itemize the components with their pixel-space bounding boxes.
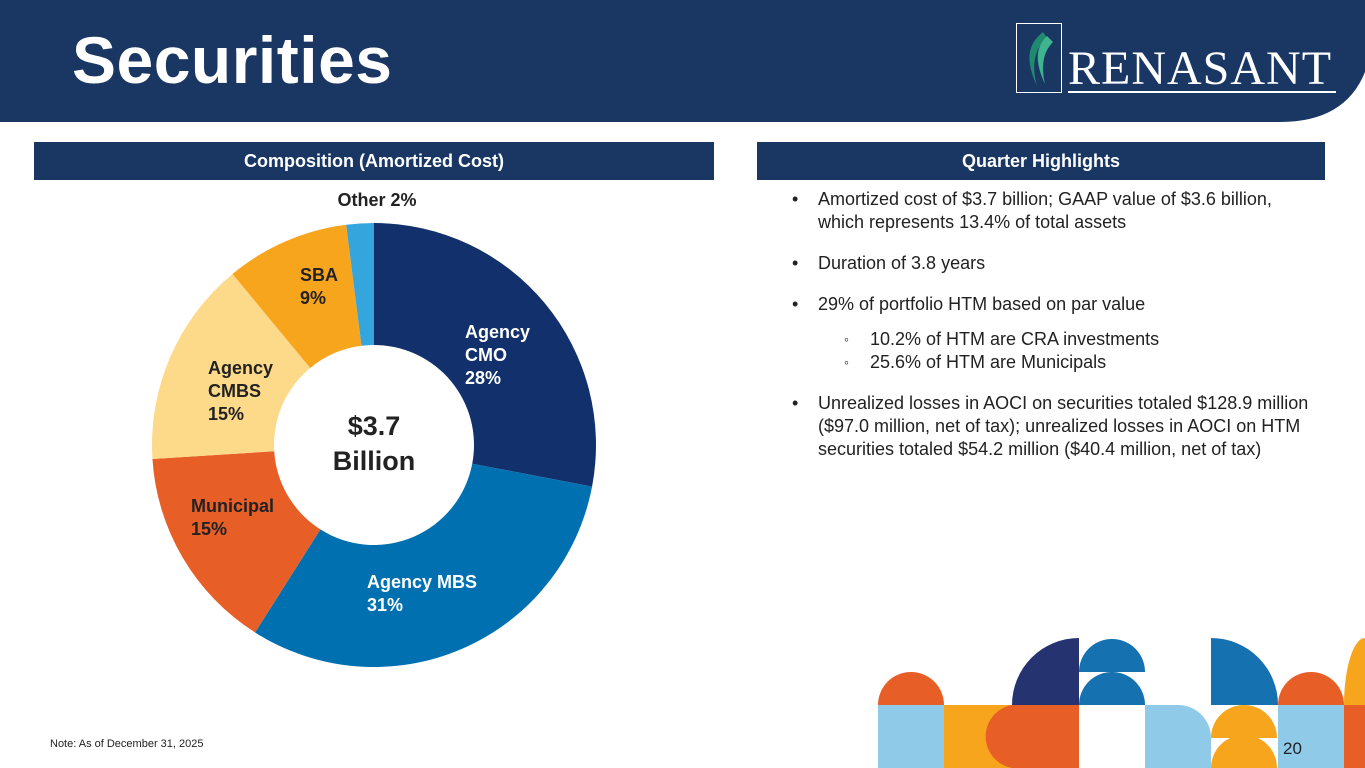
page-number: 20 [1283,739,1302,758]
header-banner: Securities RENASANT [0,0,1365,122]
sub-bullet-icon: ◦ [844,354,849,370]
highlight-sub-text: 10.2% of HTM are CRA investments [870,329,1160,349]
highlight-text: 29% of portfolio HTM based on par value [818,294,1146,314]
highlight-item: • 29% of portfolio HTM based on par valu… [790,293,1320,316]
bullet-icon: • [792,294,799,314]
highlight-sub-list: ◦ 10.2% of HTM are CRA investments ◦ 25.… [790,328,1320,374]
highlight-item: • Unrealized losses in AOCI on securitie… [790,392,1320,461]
logo-underline [1068,91,1336,93]
bullet-icon: • [792,189,799,209]
highlights-heading: Quarter Highlights [757,142,1325,180]
highlight-sub-text: 25.6% of HTM are Municipals [870,352,1107,372]
highlight-text: Amortized cost of $3.7 billion; GAAP val… [818,189,1272,232]
leaf-icon [1029,32,1053,86]
highlight-item: • Duration of 3.8 years [790,252,1320,275]
renasant-logo: RENASANT [1016,23,1336,95]
page-title: Securities [72,23,393,97]
bullet-icon: • [792,393,799,413]
highlight-text: Unrealized losses in AOCI on securities … [818,393,1309,459]
highlight-item: • Amortized cost of $3.7 billion; GAAP v… [790,188,1320,234]
sub-bullet-icon: ◦ [844,331,849,347]
logo-emblem [1016,23,1062,93]
composition-heading: Composition (Amortized Cost) [34,142,714,180]
logo-wordmark: RENASANT [1068,42,1333,95]
footnote: Note: As of December 31, 2025 [50,738,204,750]
header-background [0,0,1365,122]
highlight-text: Duration of 3.8 years [818,253,986,273]
bullet-icon: • [792,253,799,273]
highlights-list: • Amortized cost of $3.7 billion; GAAP v… [790,188,1320,479]
highlight-sub-item: ◦ 25.6% of HTM are Municipals [790,351,1320,374]
highlight-sub-item: ◦ 10.2% of HTM are CRA investments [790,328,1320,351]
